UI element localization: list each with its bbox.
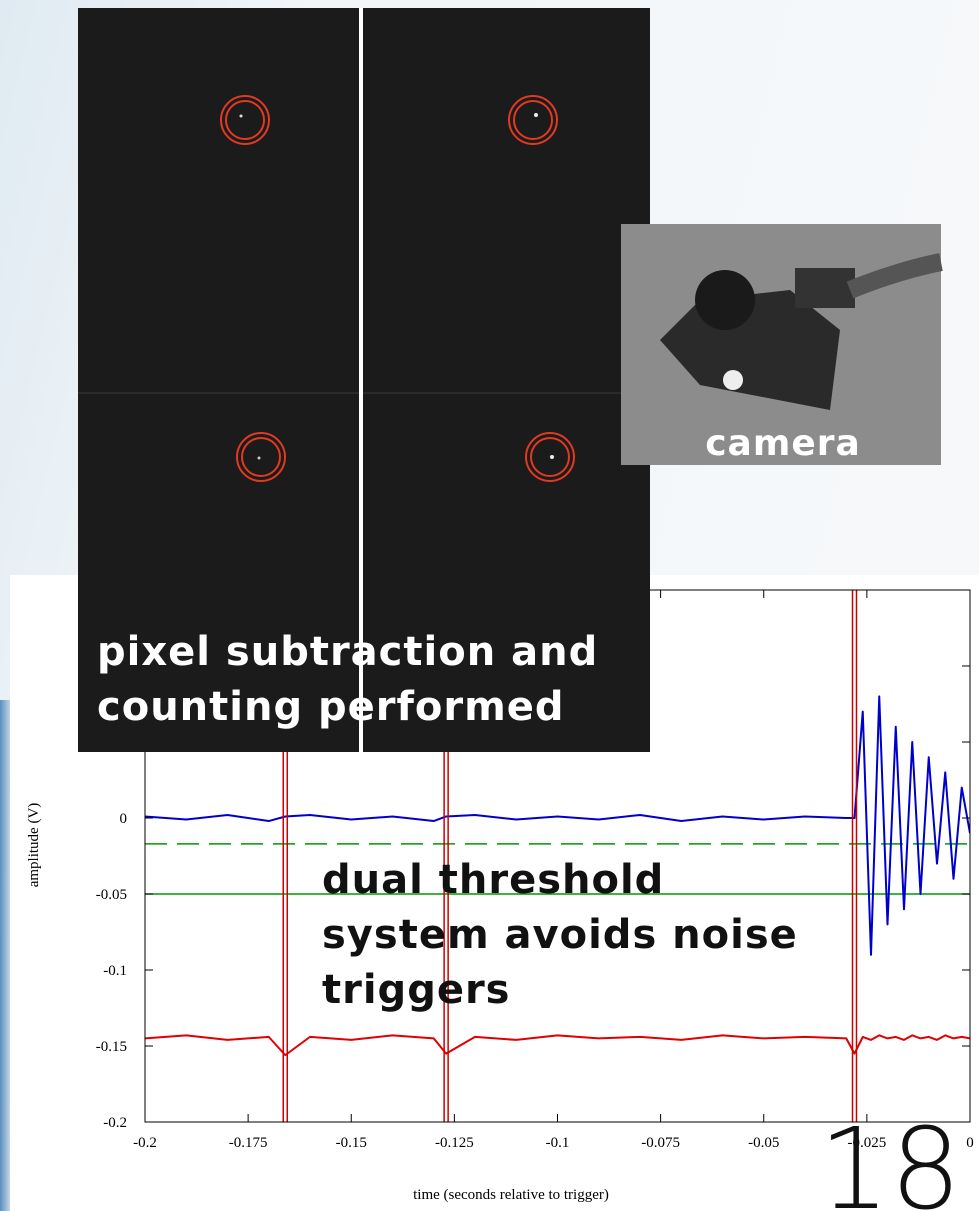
spot: [257, 456, 261, 460]
spot: [534, 113, 538, 117]
image-divider: [359, 8, 363, 752]
series-line: [145, 695, 970, 956]
y-tick-label: -0.05: [96, 887, 127, 903]
image-caption: counting performed: [97, 684, 565, 730]
image-caption: pixel subtraction and: [97, 629, 598, 675]
highlight-circle: [508, 95, 558, 145]
series-line: [145, 1034, 970, 1057]
x-tick-label: -0.15: [336, 1135, 367, 1151]
camera-led: [723, 370, 743, 390]
x-tick-label: -0.125: [435, 1135, 474, 1151]
x-tick-label: -0.05: [748, 1135, 779, 1151]
x-axis-label: time (seconds relative to trigger): [413, 1187, 609, 1203]
highlight-circle: [530, 437, 570, 477]
highlight-circle: [225, 100, 265, 140]
camera-lens: [695, 270, 755, 330]
camera-connector: [795, 268, 855, 308]
highlight-circle: [513, 100, 553, 140]
x-tick-label: -0.2: [133, 1135, 157, 1151]
y-tick-label: -0.15: [96, 1039, 127, 1055]
camera-label: camera: [705, 423, 861, 464]
detector-images: pixel subtraction and counting performed: [78, 8, 650, 752]
threshold-note: system avoids noise: [322, 912, 798, 958]
image-divider: [78, 392, 650, 394]
highlight-circle: [236, 432, 286, 482]
spot: [239, 114, 243, 118]
camera-photo: camera: [621, 224, 943, 465]
y-axis-label: amplitude (V): [26, 803, 42, 888]
x-tick-label: -0.175: [229, 1135, 268, 1151]
highlight-circle: [241, 437, 281, 477]
highlight-circle: [525, 432, 575, 482]
y-tick-label: -0.1: [103, 963, 127, 979]
x-tick-label: -0.025: [848, 1135, 887, 1151]
y-tick-label: -0.2: [103, 1115, 127, 1131]
threshold-note: dual threshold: [322, 857, 664, 903]
x-tick-label: 0: [966, 1135, 974, 1151]
camera-cable: [846, 253, 943, 299]
x-tick-label: -0.1: [546, 1135, 570, 1151]
highlight-circle: [220, 95, 270, 145]
x-tick-label: -0.075: [641, 1135, 680, 1151]
y-tick-label: 0: [120, 811, 128, 827]
threshold-note: triggers: [322, 967, 511, 1013]
spot: [550, 455, 554, 459]
page-number: 18: [819, 1105, 962, 1211]
